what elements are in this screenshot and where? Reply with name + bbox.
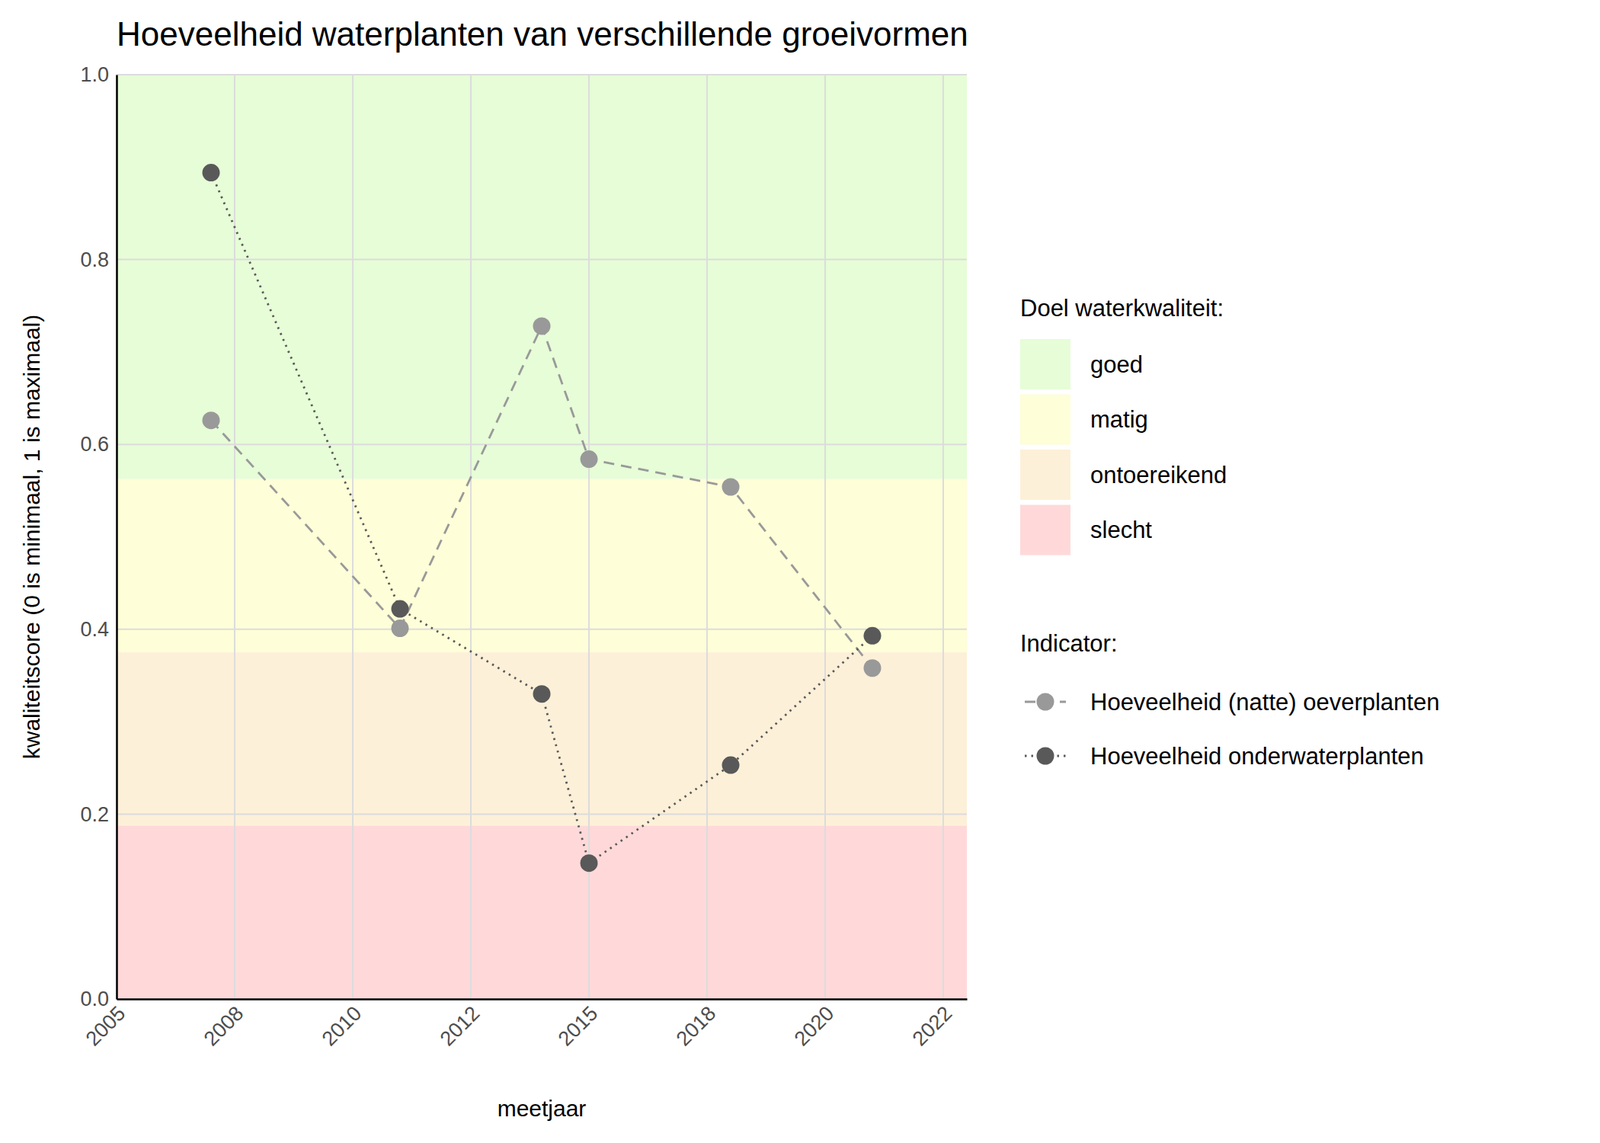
series-point <box>864 659 882 677</box>
x-tick-label: 2015 <box>553 1001 603 1051</box>
grid-line-y <box>116 73 967 76</box>
legend-key <box>1020 449 1071 500</box>
series-point <box>202 163 221 182</box>
legend-key <box>1020 394 1071 445</box>
legend-key <box>1020 339 1071 390</box>
series-point <box>391 600 410 618</box>
grid-line-y <box>116 812 967 815</box>
legend-key <box>1020 505 1071 556</box>
series-point <box>533 316 551 335</box>
x-tick: 2010 <box>317 998 367 1050</box>
quality-band <box>116 825 967 999</box>
legend-label: matig <box>1090 406 1149 433</box>
grid-line-y <box>116 259 967 261</box>
legend-label: ontoereikend <box>1090 461 1227 489</box>
grid-line-x <box>824 74 826 999</box>
legend: Doel waterkwaliteit: goed matig ontoereiken… <box>1020 294 1440 770</box>
legend-title: Indicator: <box>1020 630 1118 657</box>
chart: 200520082010201220152018202020220.00.20.… <box>0 0 1600 1143</box>
y-axis-line <box>115 75 119 1000</box>
y-tick-label: 0.6 <box>80 432 109 456</box>
x-tick-label: 2022 <box>908 1001 957 1051</box>
series-line <box>211 172 873 864</box>
chart-title: Hoeveelheid waterplanten van verschillen… <box>116 15 969 53</box>
grid-line-y <box>116 628 967 631</box>
series-point <box>202 411 221 429</box>
series-point <box>580 854 599 872</box>
x-tick: 2020 <box>790 998 839 1050</box>
plot-data <box>202 163 882 872</box>
x-tick: 2018 <box>672 998 721 1050</box>
y-tick: 0.8 <box>80 248 117 272</box>
x-tick: 2012 <box>435 998 485 1050</box>
series-line <box>211 326 873 669</box>
grid-line-x <box>233 74 236 999</box>
grid-line-x <box>706 74 708 999</box>
grid-line-x <box>115 74 118 999</box>
x-tick-label: 2020 <box>790 1001 839 1051</box>
legend-label: Hoeveelheid (natte) oeverplanten <box>1090 688 1440 716</box>
legend-label: goed <box>1090 351 1143 378</box>
legend-key-marker <box>1036 693 1055 711</box>
x-tick-label: 2018 <box>672 1001 721 1051</box>
series-point <box>533 684 551 703</box>
x-tick: 2015 <box>553 998 603 1050</box>
x-tick-label: 2008 <box>199 1001 249 1051</box>
grid-line-y <box>116 998 967 1000</box>
series-point <box>722 756 740 775</box>
x-tick-label: 2012 <box>435 1001 485 1051</box>
y-tick: 0.6 <box>80 432 117 456</box>
y-tick: 0.2 <box>80 803 117 826</box>
legend-title: Doel waterkwaliteit: <box>1020 294 1224 322</box>
y-tick: 0.0 <box>80 987 117 1011</box>
series-point <box>580 450 599 468</box>
grid-line-x <box>942 74 944 999</box>
grid-line-x <box>352 74 354 999</box>
y-axis-title: kwaliteitscore (0 is minimaal, 1 is maxi… <box>19 314 45 759</box>
quality-band <box>116 652 967 826</box>
series-point <box>391 619 410 637</box>
x-tick: 2008 <box>199 998 249 1050</box>
x-tick: 2022 <box>908 998 957 1050</box>
legend-label: slecht <box>1090 516 1152 544</box>
y-tick-label: 0.4 <box>80 617 109 641</box>
x-axis-line <box>117 998 968 1001</box>
x-axis: 20052008201020122015201820202022 <box>81 998 968 1050</box>
x-axis-title: meetjaar <box>497 1095 587 1121</box>
y-axis: 0.0 0.2 0.4 0.6 0.8 1.0 <box>80 63 117 1011</box>
y-tick-label: 0.0 <box>80 987 109 1011</box>
y-tick-label: 0.2 <box>80 803 109 826</box>
y-tick-label: 0.8 <box>80 248 109 272</box>
bands <box>116 74 967 999</box>
grid <box>116 74 967 999</box>
quality-band <box>116 74 967 480</box>
y-tick-label: 1.0 <box>80 63 109 87</box>
legend-label: Hoeveelheid onderwaterplanten <box>1090 742 1424 770</box>
y-tick: 0.4 <box>80 617 117 641</box>
legend-key-marker <box>1036 747 1055 765</box>
series-point <box>722 477 740 496</box>
series-point <box>864 627 882 645</box>
y-tick: 1.0 <box>80 63 117 87</box>
grid-line-x <box>470 74 472 999</box>
grid-line-y <box>116 443 967 445</box>
x-tick-label: 2010 <box>317 1001 367 1051</box>
